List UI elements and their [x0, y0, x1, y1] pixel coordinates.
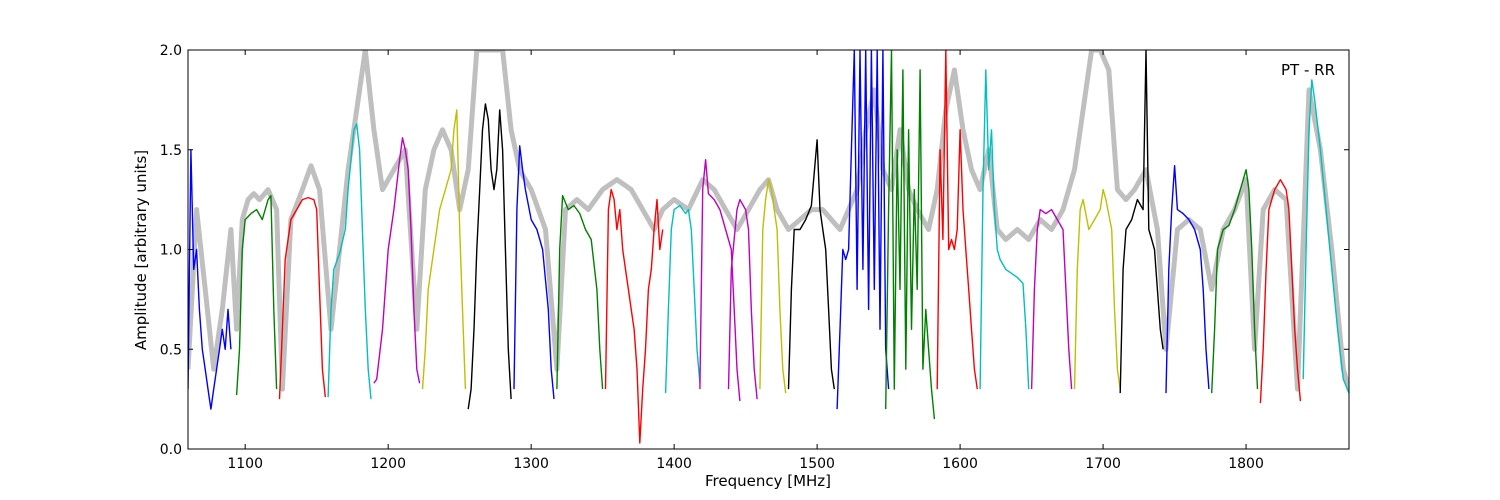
series-line-2 [235, 194, 278, 396]
series-line-21 [1073, 188, 1121, 390]
series-line-19 [979, 69, 1030, 390]
series-line-20 [1030, 208, 1073, 390]
x-tick-label: 1200 [370, 456, 406, 472]
series-line-24 [1211, 168, 1259, 394]
x-tick-label: 1800 [1228, 456, 1264, 472]
y-tick-label: 2.0 [160, 43, 182, 59]
y-tick-label: 1.5 [160, 143, 182, 159]
background-trace [188, 50, 1349, 392]
plot-area [187, 49, 1350, 450]
x-tick-label: 1600 [942, 456, 978, 472]
series-line-18 [936, 50, 978, 390]
series-line-5 [373, 137, 421, 384]
y-tick-label: 0.0 [160, 442, 182, 458]
series-line-1 [188, 149, 232, 410]
series-line-15 [787, 139, 835, 390]
y-axis-ticks: 0.0 0.5 1.0 1.5 2.0 [160, 43, 1349, 458]
chart-annotation: PT - RR [1281, 61, 1335, 79]
series-line-13 [727, 198, 758, 400]
x-tick-label: 1700 [1085, 456, 1121, 472]
y-tick-label: 0.5 [160, 342, 182, 358]
x-axis-ticks: 1100 1200 1300 1400 1500 1600 1700 1800 [227, 50, 1264, 472]
x-tick-label: 1400 [656, 456, 692, 472]
series-line-23 [1165, 164, 1210, 394]
y-axis-label: Amplitude [arbitrary units] [132, 150, 150, 350]
series-line-4 [327, 123, 372, 400]
series-line-14 [759, 178, 787, 394]
x-tick-label: 1300 [513, 456, 549, 472]
series-layer [188, 50, 1349, 444]
series-line-16 [836, 50, 890, 410]
series-line-6 [421, 109, 467, 390]
series-line-12 [699, 158, 741, 402]
series-line-17 [885, 50, 936, 420]
series-line-10 [604, 188, 664, 444]
x-axis-label: Frequency [MHz] [705, 472, 831, 490]
y-tick-label: 1.0 [160, 243, 182, 259]
background-trace-layer [188, 50, 1349, 392]
series-line-11 [664, 204, 701, 394]
series-line-7 [467, 103, 512, 410]
series-line-26 [1302, 79, 1349, 394]
series-line-25 [1259, 178, 1302, 404]
x-tick-label: 1500 [799, 456, 835, 472]
series-line-9 [556, 194, 604, 390]
x-tick-label: 1100 [227, 456, 263, 472]
series-line-3 [278, 196, 326, 400]
series-line-8 [513, 145, 555, 400]
series-line-22 [1119, 50, 1164, 394]
